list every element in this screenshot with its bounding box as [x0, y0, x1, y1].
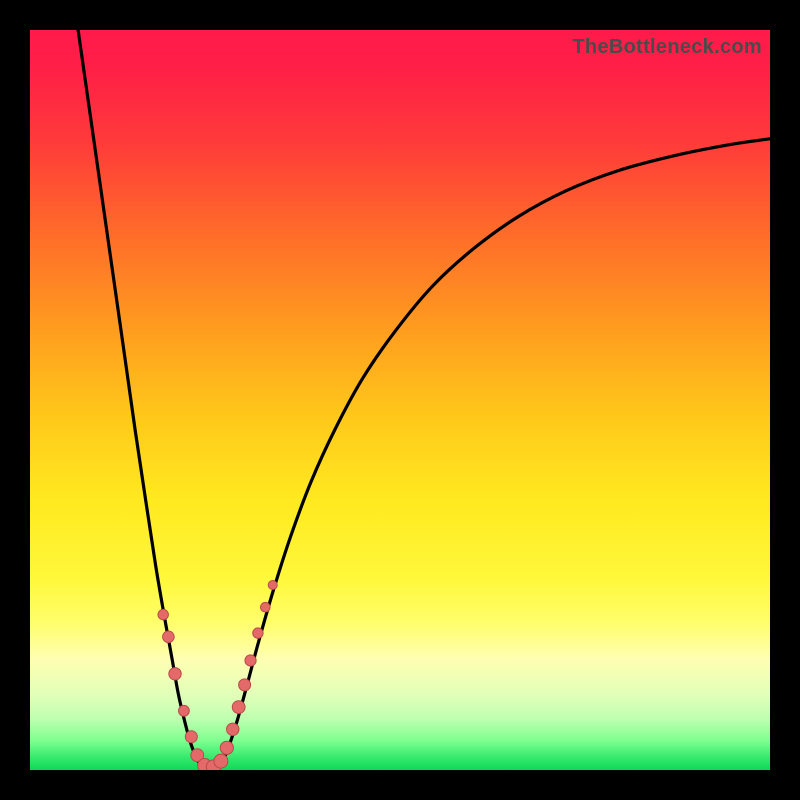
chart-frame: TheBottleneck.com [0, 0, 800, 800]
gradient-background [30, 30, 770, 770]
watermark-text: TheBottleneck.com [572, 36, 762, 59]
plot-area: TheBottleneck.com [30, 30, 770, 770]
